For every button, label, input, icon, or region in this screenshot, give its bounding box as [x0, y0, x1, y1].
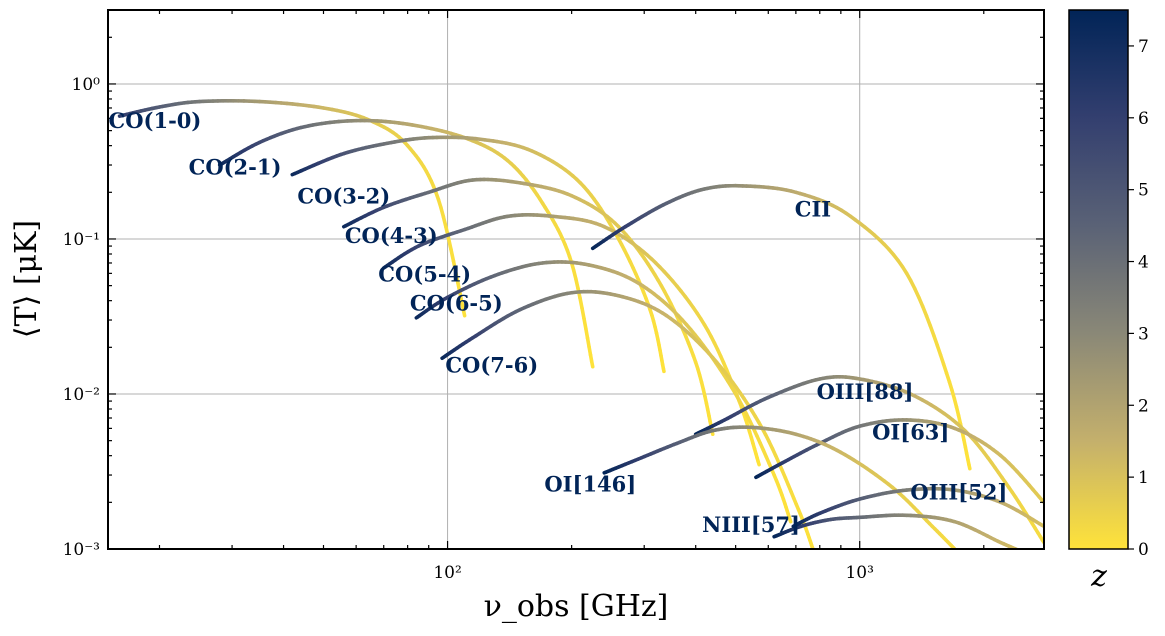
- colorbar-title: z: [1090, 559, 1107, 594]
- series-segment: [661, 366, 666, 374]
- colorbar: 0 1 2 3 4 5 6 7 z: [1068, 9, 1149, 594]
- series-lines: [117, 99, 1044, 553]
- series-segment: [446, 236, 453, 252]
- series-line: [381, 213, 761, 467]
- series-segment: [1020, 551, 1021, 552]
- series-label: OIII[52]: [910, 480, 1007, 505]
- y-tick-label: 10⁻¹: [63, 230, 100, 250]
- series-segment: [1021, 552, 1022, 553]
- series-label: OIII[88]: [817, 379, 914, 404]
- tick-labels: 10² 10³ 10⁰ 10⁻¹ 10⁻² 10⁻³: [63, 75, 874, 583]
- series-label: CO(3-2): [297, 184, 390, 209]
- colorbar-tick-label: 3: [1138, 324, 1149, 344]
- colorbar-tick-label: 5: [1138, 181, 1149, 201]
- series-line: [772, 513, 1022, 553]
- series-line: [590, 183, 972, 471]
- series-label: CO(2-1): [189, 155, 282, 180]
- x-tick-label: 10³: [845, 563, 873, 583]
- series-labels: CO(1-0) CO(2-1) CO(3-2) CO(4-3) CO(5-4) CO(6-…: [109, 108, 1008, 537]
- series-label: CO(4-3): [345, 223, 438, 248]
- colorbar-ticks: 0 1 2 3 4 5 6 7: [1128, 37, 1149, 560]
- x-axis-label: ν_obs [GHz]: [484, 589, 669, 624]
- series-label: OI[63]: [872, 419, 949, 444]
- series-segment: [453, 270, 460, 286]
- series-label: CO(6-5): [410, 291, 503, 316]
- colorbar-tick-label: 6: [1138, 109, 1149, 129]
- series-segment: [967, 462, 972, 471]
- colorbar-tick-label: 4: [1138, 253, 1149, 273]
- series-label: NIII[57]: [702, 512, 800, 537]
- series-segment: [451, 259, 458, 275]
- series-segment: [756, 459, 761, 467]
- series-line: [117, 99, 467, 318]
- series-line: [290, 135, 666, 374]
- series-label: CO(1-0): [109, 108, 202, 133]
- y-tick-label: 10⁻²: [63, 385, 100, 405]
- series-segment: [461, 308, 467, 318]
- series-line: [217, 118, 595, 369]
- series-line: [440, 289, 815, 549]
- y-tick-label: 10⁰: [72, 75, 101, 95]
- plot-frame: [107, 9, 1045, 550]
- series-segment: [589, 359, 595, 369]
- axis-ticks: [108, 9, 1044, 550]
- y-tick-label: 10⁻³: [63, 540, 100, 560]
- series-line: [791, 486, 1044, 529]
- series-line: [754, 418, 1044, 505]
- colorbar-tick-label: 0: [1138, 540, 1149, 560]
- series-label: CO(7-6): [445, 352, 538, 377]
- colorbar-tick-label: 7: [1138, 37, 1149, 57]
- x-tick-label: 10²: [433, 563, 461, 583]
- colorbar-tick-label: 2: [1138, 396, 1149, 416]
- series-segment: [1017, 548, 1021, 549]
- series-label: OI[146]: [544, 471, 636, 496]
- colorbar-tick-label: 1: [1138, 468, 1149, 488]
- colorbar-gradient: [1068, 9, 1129, 550]
- series-segment: [449, 247, 456, 263]
- series-segment: [788, 517, 793, 524]
- series-line: [602, 425, 957, 549]
- series-label: CII: [795, 196, 831, 221]
- series-label: CO(5-4): [378, 262, 471, 287]
- y-axis-label: ⟨T⟩ [μK]: [9, 220, 44, 338]
